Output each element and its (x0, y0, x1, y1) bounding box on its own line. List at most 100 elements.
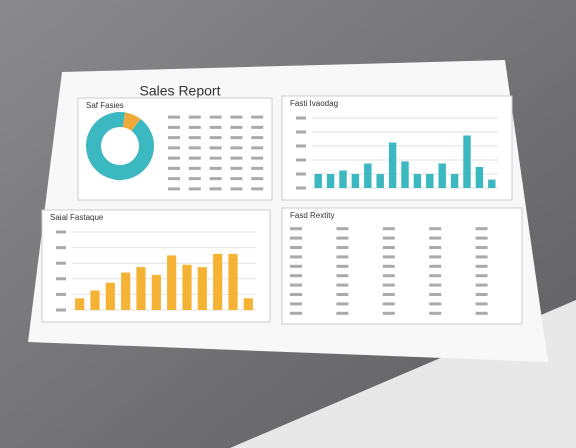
bar (167, 255, 177, 310)
cell-placeholder (475, 311, 488, 315)
cell-placeholder (251, 115, 264, 119)
tick-placeholder (296, 130, 306, 134)
panel-title: Saial Fastaque (50, 213, 104, 222)
cell-placeholder (336, 255, 349, 259)
cell-placeholder (168, 136, 180, 140)
cell-placeholder (209, 156, 222, 160)
bar (351, 174, 360, 188)
cell-placeholder (475, 264, 488, 268)
cell-placeholder (188, 166, 201, 170)
bar (75, 298, 85, 310)
bar (488, 179, 496, 188)
cell-placeholder (382, 283, 395, 287)
cell-placeholder (188, 136, 201, 140)
cell-placeholder (475, 246, 488, 249)
tick-placeholder (296, 116, 306, 120)
bar (182, 264, 192, 310)
cell-placeholder (290, 311, 302, 315)
cell-placeholder (429, 293, 442, 296)
cell-placeholder (230, 136, 243, 140)
bar (463, 135, 471, 188)
cell-placeholder (336, 236, 349, 240)
cell-placeholder (336, 227, 349, 231)
cell-placeholder (382, 264, 395, 268)
cell-placeholder (475, 236, 488, 240)
cell-placeholder (336, 302, 349, 306)
cell-placeholder (336, 274, 349, 278)
cell-placeholder (209, 177, 222, 181)
cell-placeholder (475, 274, 488, 278)
cell-placeholder (382, 302, 395, 306)
cell-placeholder (168, 187, 180, 191)
cell-placeholder (429, 283, 442, 287)
cell-placeholder (251, 136, 264, 140)
bar (90, 290, 100, 310)
cell-placeholder (382, 236, 395, 240)
cell-placeholder (188, 115, 201, 119)
cell-placeholder (188, 187, 201, 191)
cell-placeholder (429, 255, 442, 259)
cell-placeholder (429, 264, 442, 268)
bar (450, 174, 459, 188)
cell-placeholder (168, 156, 180, 160)
cell-placeholder (251, 187, 264, 191)
cell-placeholder (336, 293, 349, 296)
cell-placeholder (251, 125, 264, 129)
panel-title: Fasd Rextity (290, 211, 334, 220)
cell-placeholder (475, 283, 488, 287)
cell-placeholder (230, 187, 243, 191)
cell-placeholder (209, 166, 222, 170)
cell-placeholder (475, 255, 488, 259)
tick-placeholder (296, 172, 306, 176)
cell-placeholder (429, 236, 442, 240)
cell-placeholder (429, 227, 442, 231)
cell-placeholder (209, 187, 222, 191)
cell-placeholder (290, 264, 302, 268)
cell-placeholder (230, 166, 243, 170)
bar (213, 253, 223, 310)
cell-placeholder (251, 146, 264, 150)
bar (388, 142, 397, 188)
bar (438, 163, 446, 188)
cell-placeholder (230, 146, 243, 150)
bar (413, 174, 422, 188)
bar (426, 174, 434, 188)
bar (475, 167, 484, 188)
cell-placeholder (382, 274, 395, 278)
cell-placeholder (290, 283, 302, 287)
bar (364, 163, 372, 188)
cell-placeholder (336, 264, 349, 268)
cell-placeholder (209, 125, 222, 129)
bar (197, 267, 207, 310)
tick-placeholder (296, 186, 306, 190)
panel-title: Saf Fasies (86, 101, 124, 110)
tick-placeholder (56, 277, 66, 281)
bar (228, 253, 238, 310)
cell-placeholder (230, 125, 243, 129)
cell-placeholder (209, 115, 222, 119)
cell-placeholder (209, 146, 222, 150)
cell-placeholder (188, 177, 201, 181)
cell-placeholder (336, 246, 349, 249)
cell-placeholder (382, 255, 395, 259)
cell-placeholder (429, 246, 442, 249)
panel-title: Fasti Ivaodag (290, 99, 338, 108)
cell-placeholder (290, 255, 302, 259)
cell-placeholder (209, 136, 222, 140)
cell-placeholder (290, 227, 302, 231)
cell-placeholder (230, 115, 243, 119)
report-title: Sales Report (140, 83, 221, 99)
cell-placeholder (188, 125, 201, 129)
bar (105, 282, 115, 310)
cell-placeholder (290, 274, 302, 278)
cell-placeholder (429, 274, 442, 278)
tick-placeholder (56, 308, 66, 312)
tick-placeholder (56, 292, 66, 296)
donut-slice (122, 112, 141, 131)
tick-placeholder (296, 144, 306, 148)
cell-placeholder (168, 115, 180, 119)
content: Saf Fasies Fasti Ivaodag Saial Fastaque Fas… (41, 95, 523, 325)
bar (151, 274, 161, 310)
cell-placeholder (251, 156, 264, 160)
